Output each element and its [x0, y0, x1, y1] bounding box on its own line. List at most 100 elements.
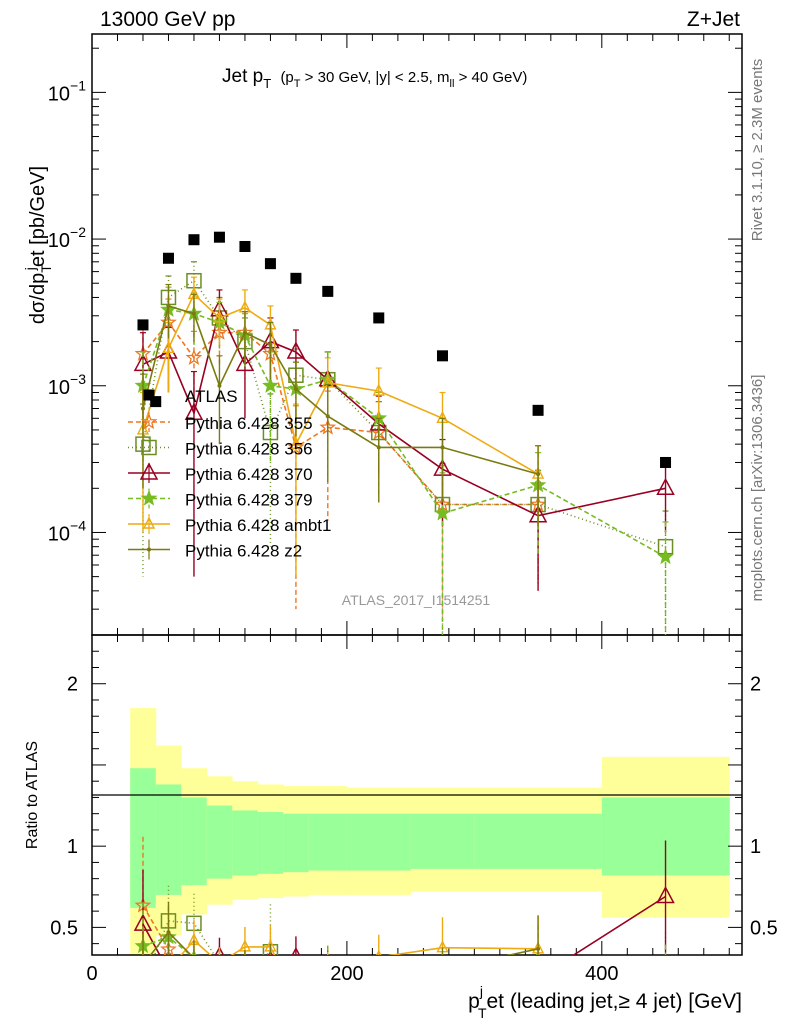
- ratio-tick-label-right: 1: [750, 836, 761, 858]
- ratio-point: [530, 969, 546, 984]
- band-inner: [142, 768, 157, 908]
- band-inner: [232, 810, 259, 876]
- legend: ATLAS Pythia 6.428 355 Pythia 6.428 356 Pyt…: [128, 387, 331, 561]
- legend-item: Pythia 6.428 356: [128, 437, 313, 459]
- ratio-point: [289, 973, 302, 986]
- ratio-point: [217, 991, 221, 995]
- ratio-point: [268, 961, 272, 965]
- ratio-point: [238, 965, 252, 979]
- ratio-point: [213, 965, 226, 978]
- y-tick-label: 10−1: [48, 77, 86, 105]
- x-tick-label: 0: [86, 963, 97, 985]
- y-tick-base: 10: [48, 377, 70, 399]
- ratio-point: [160, 962, 176, 977]
- series-point: [162, 340, 175, 354]
- series-line: [142, 279, 666, 548]
- series-point: [656, 477, 675, 496]
- ratio-point: [141, 963, 145, 967]
- y-tick-base: 10: [48, 83, 70, 105]
- legend-marker: [141, 439, 157, 456]
- legend-item: Pythia 6.428 370: [128, 462, 313, 484]
- ratio-tick-label-right: 2: [750, 674, 761, 696]
- ratio-tick-label: 0.5: [50, 917, 78, 939]
- legend-item-atlas: ATLAS: [143, 387, 238, 406]
- x-axis-label: pj Tet (leading jet,≥ 4 jet) [GeV]: [468, 983, 742, 1021]
- y-tick-exp: −1: [70, 77, 86, 93]
- xlabel-sub: T: [478, 1005, 487, 1021]
- band-inner: [130, 768, 144, 908]
- y-tick-exp: −2: [70, 224, 86, 240]
- legend-item: Pythia 6.428 ambt1: [128, 514, 331, 535]
- ylabel-a: dσ/dp: [27, 273, 49, 324]
- legend-label: Pythia 6.428 370: [185, 465, 313, 484]
- data-point: [660, 456, 672, 468]
- data-point: [532, 404, 544, 416]
- data-point: [162, 252, 174, 264]
- ratio-point: [166, 930, 171, 935]
- ratio-series: [141, 901, 541, 995]
- y-tick-label: 10−3: [48, 371, 86, 399]
- ratio-point: [289, 966, 303, 980]
- legend-label: Pythia 6.428 356: [185, 440, 313, 459]
- y-tick-base: 10: [48, 230, 70, 252]
- series-point: [191, 311, 196, 316]
- data-point: [150, 396, 162, 408]
- data-point: [188, 234, 200, 246]
- ratio-point: [238, 960, 251, 973]
- series-point: [268, 342, 273, 347]
- ratio-point: [237, 974, 253, 989]
- ratio-tick-label: 1: [67, 836, 78, 858]
- rivet-label: Rivet 3.1.10, ≥ 2.3M events: [749, 59, 766, 242]
- band-inner: [155, 784, 182, 895]
- ratio-point: [264, 978, 277, 991]
- ratio-point: [659, 958, 673, 972]
- ratio-point: [659, 965, 672, 978]
- ylabel-b: et [pb/GeV]: [27, 166, 49, 267]
- legend-label: Pythia 6.428 355: [185, 414, 313, 433]
- ratio-point: [238, 962, 251, 975]
- band-inner: [206, 805, 233, 879]
- legend-label: Pythia 6.428 ambt1: [185, 516, 331, 535]
- ratio-point: [440, 968, 444, 972]
- ratio-point: [436, 988, 449, 1001]
- ratio-point: [536, 946, 541, 951]
- legend-label: Pythia 6.428 379: [185, 491, 313, 510]
- series-point: [440, 445, 445, 450]
- legend-marker: [140, 413, 158, 430]
- ylabel-sub: T: [38, 264, 54, 273]
- band-inner: [308, 813, 348, 871]
- series-point: [376, 445, 381, 450]
- ratio-point: [436, 986, 449, 999]
- legend-swatch: [143, 389, 155, 401]
- mc-series-main: [133, 261, 675, 635]
- data-point: [290, 272, 302, 284]
- series-point: [372, 383, 385, 396]
- series-point: [213, 310, 226, 323]
- series-pythia-6.428-z2: [139, 283, 542, 527]
- ratio-point: [187, 976, 200, 989]
- legend-item: Pythia 6.428 355: [128, 412, 313, 433]
- series-point: [434, 504, 451, 521]
- y-tick-label: 10−4: [48, 517, 86, 545]
- series-line: [142, 307, 666, 517]
- ylabel-sup: j: [22, 267, 38, 271]
- title-main-sub: T: [263, 76, 271, 91]
- title-cut-sub: T: [294, 78, 301, 90]
- band-inner: [410, 813, 475, 869]
- series-pythia-6.428-355: [134, 298, 547, 621]
- ratio-point: [214, 957, 224, 967]
- series-point: [289, 436, 303, 449]
- series-point: [185, 348, 203, 365]
- y-tick-label: 10−2: [48, 224, 86, 252]
- band-inner: [257, 812, 284, 874]
- series-point: [140, 406, 145, 411]
- ratio-point: [372, 975, 385, 988]
- legend-marker: [147, 547, 151, 552]
- ratio-point: [376, 949, 382, 955]
- ratio-point: [289, 990, 302, 1003]
- data-points: [137, 231, 672, 468]
- uncertainty-bands: [130, 708, 730, 955]
- ratio-point: [326, 984, 330, 988]
- band-inner: [181, 797, 208, 886]
- legend-item: Pythia 6.428 379: [128, 488, 313, 510]
